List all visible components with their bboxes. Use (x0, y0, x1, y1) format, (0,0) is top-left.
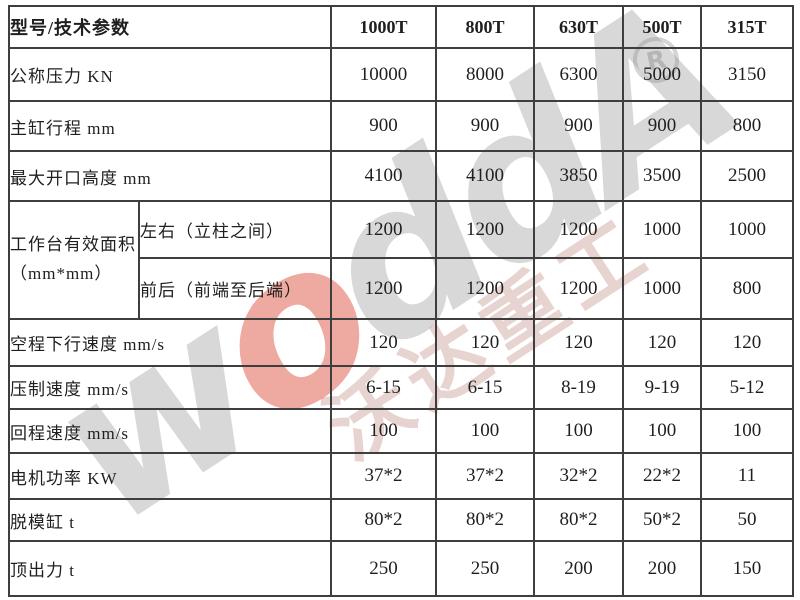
row-label: 脱模缸 t (7, 498, 333, 542)
table-row: 顶出力 t 250 250 200 200 150 (7, 540, 795, 597)
value-cell: 50 (700, 498, 795, 542)
value-cell: 6-15 (435, 365, 536, 410)
row-label: 最大开口高度 mm (7, 150, 333, 202)
table-row: 工作台有效面积（mm*mm） 左右（立柱之间） 1200 1200 1200 1000 10… (8, 200, 795, 320)
value-cell: 80*2 (330, 498, 438, 542)
value-cell: 1200 (330, 257, 438, 320)
value-cell: 8000 (435, 47, 536, 102)
value-cell: 1200 (330, 200, 438, 259)
model-column-header: 500T (622, 5, 703, 49)
value-cell: 250 (330, 540, 438, 597)
table-row: 脱模缸 t 80*2 80*2 80*2 50*2 50 (7, 498, 795, 542)
group-row-label: 工作台有效面积（mm*mm） (8, 200, 140, 320)
value-cell: 4100 (435, 150, 536, 202)
value-cell: 80*2 (435, 498, 536, 542)
table-row: 压制速度 mm/s 6-15 6-15 8-19 9-19 5-12 (7, 365, 795, 410)
value-cell: 1000 (700, 200, 795, 259)
table-row: 前后（前端至后端） 1200 1200 1200 1000 800 (9, 257, 795, 320)
value-cell: 200 (622, 540, 703, 597)
value-cell: 200 (533, 540, 625, 597)
value-cell: 9-19 (622, 365, 703, 410)
model-column-header: 800T (435, 5, 536, 49)
value-cell: 37*2 (435, 452, 536, 500)
value-cell: 800 (700, 257, 795, 320)
value-cell: 100 (533, 408, 625, 454)
value-cell: 900 (435, 100, 536, 152)
value-cell: 1200 (435, 200, 536, 259)
value-cell: 1000 (622, 200, 703, 259)
table-row: 空程下行速度 mm/s 120 120 120 120 120 (7, 318, 795, 367)
row-label: 主缸行程 mm (7, 100, 333, 152)
value-cell: 37*2 (330, 452, 438, 500)
value-cell: 22*2 (622, 452, 703, 500)
value-cell: 120 (533, 318, 625, 367)
value-cell: 100 (330, 408, 438, 454)
table-row: 公称压力 KN 10000 8000 6300 5000 3150 (7, 47, 795, 102)
value-cell: 3500 (622, 150, 703, 202)
value-cell: 100 (435, 408, 536, 454)
row-label: 压制速度 mm/s (7, 365, 333, 410)
value-cell: 1200 (533, 200, 625, 259)
value-cell: 5-12 (700, 365, 795, 410)
value-cell: 1200 (533, 257, 625, 320)
table-row: 最大开口高度 mm 4100 4100 3850 3500 2500 (7, 150, 795, 202)
value-cell: 250 (435, 540, 536, 597)
sub-row-label: 前后（前端至后端） (137, 257, 333, 320)
value-cell: 4100 (330, 150, 438, 202)
model-column-header: 315T (700, 5, 795, 49)
value-cell: 5000 (622, 47, 703, 102)
value-cell: 120 (622, 318, 703, 367)
value-cell: 800 (700, 100, 795, 152)
model-column-header: 1000T (330, 5, 438, 49)
value-cell: 1000 (622, 257, 703, 320)
value-cell: 120 (435, 318, 536, 367)
table-row: 电机功率 KW 37*2 37*2 32*2 22*2 11 (7, 452, 795, 500)
table-row: 回程速度 mm/s 100 100 100 100 100 (7, 408, 795, 454)
table-row: 主缸行程 mm 900 900 900 900 800 (7, 100, 795, 152)
value-cell: 900 (622, 100, 703, 152)
value-cell: 50*2 (622, 498, 703, 542)
row-label: 空程下行速度 mm/s (7, 318, 333, 367)
value-cell: 1200 (435, 257, 536, 320)
param-column-header: 型号/技术参数 (7, 5, 333, 49)
value-cell: 3850 (533, 150, 625, 202)
value-cell: 900 (330, 100, 438, 152)
row-label: 公称压力 KN (7, 47, 333, 102)
value-cell: 10000 (330, 47, 438, 102)
value-cell: 120 (330, 318, 438, 367)
value-cell: 2500 (700, 150, 795, 202)
row-label: 顶出力 t (7, 540, 333, 597)
value-cell: 11 (700, 452, 795, 500)
value-cell: 3150 (700, 47, 795, 102)
value-cell: 32*2 (533, 452, 625, 500)
value-cell: 100 (700, 408, 795, 454)
value-cell: 120 (700, 318, 795, 367)
header-row: 型号/技术参数 1000T 800T 630T 500T 315T (7, 5, 795, 49)
value-cell: 6300 (533, 47, 625, 102)
value-cell: 8-19 (533, 365, 625, 410)
value-cell: 100 (622, 408, 703, 454)
value-cell: 150 (700, 540, 795, 597)
model-column-header: 630T (533, 5, 625, 49)
value-cell: 80*2 (533, 498, 625, 542)
sub-row-label: 左右（立柱之间） (137, 200, 333, 259)
row-label: 回程速度 mm/s (7, 408, 333, 454)
value-cell: 900 (533, 100, 625, 152)
value-cell: 6-15 (330, 365, 438, 410)
row-label: 电机功率 KW (7, 452, 333, 500)
technical-parameters-table: 型号/技术参数 1000T 800T 630T 500T 315T 公称压力 KN 1000… (7, 5, 795, 597)
